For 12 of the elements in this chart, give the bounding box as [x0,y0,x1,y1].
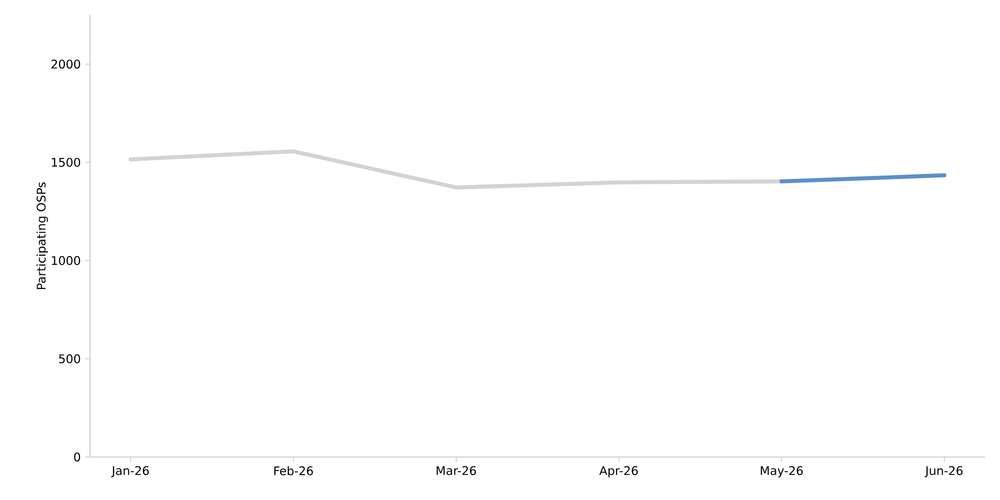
y-axis-title: Participating OSPs [36,182,48,290]
y-tick-label: 2000 [51,60,80,69]
y-tick-label: 0 [74,452,80,462]
x-tick-label: Apr-26 [599,466,638,478]
y-tick-label: 500 [59,354,80,364]
x-tick-label: Jan-26 [111,466,149,478]
x-tick-label: Mar-26 [436,466,476,476]
y-tick-label: 1000 [52,256,80,266]
x-tick-label: May-26 [760,466,803,478]
x-tick-label: Feb-26 [274,466,313,476]
y-tick-label: 1500 [52,158,80,167]
x-tick-label: Jun-26 [924,466,963,478]
